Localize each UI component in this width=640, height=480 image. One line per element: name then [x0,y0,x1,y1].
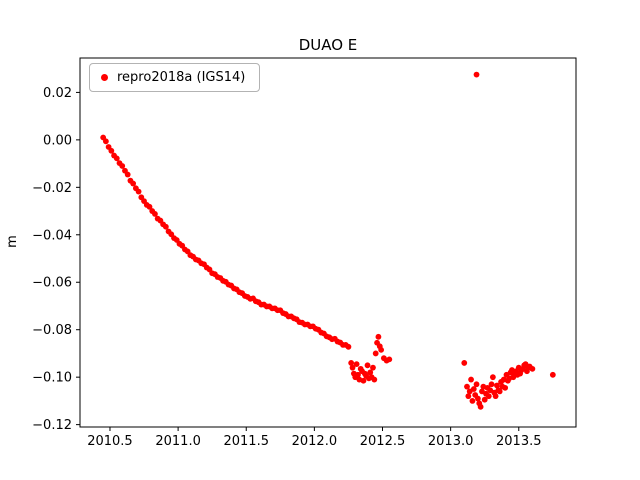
data-point [102,138,109,145]
y-axis-label: m [4,235,20,248]
data-point [364,362,371,369]
data-point [461,360,468,366]
data-point [135,188,142,195]
legend: repro2018a (IGS14) [89,63,261,92]
x-tick-label: 2012.5 [360,434,406,449]
data-point [355,371,361,378]
data-point [529,365,536,372]
y-tick-label: −0.02 [32,181,72,196]
data-point [146,203,153,210]
scatter-series [100,71,556,410]
x-tick-label: 2011.0 [155,434,201,449]
data-point [113,155,120,162]
x-tick-label: 2013.5 [496,434,542,449]
plot-area: 2010.5 2011.0 2011.5 2012.0 2012.5 2013.0 2013… [32,57,577,449]
x-tick-label: 2011.5 [223,434,269,449]
data-point [496,388,503,395]
data-point [464,383,470,390]
y-tick-label: −0.10 [32,371,72,386]
data-point [470,386,477,392]
data-point [386,356,393,363]
x-tick-label: 2010.5 [87,434,133,449]
y-tick-label: −0.08 [32,323,72,338]
data-point [485,393,492,400]
data-point [473,71,480,78]
x-tick-label: 2012.0 [292,434,338,449]
data-point [474,395,481,402]
data-point [348,360,355,366]
x-tick-label: 2013.0 [428,434,474,449]
data-point [371,376,378,383]
data-point [502,384,509,391]
y-tick-label: −0.06 [32,276,72,291]
data-point [367,369,374,376]
y-tick-label: 0.02 [43,86,72,101]
data-point [489,374,496,381]
legend-marker-dot-icon [101,74,108,81]
data-point [375,333,382,340]
data-point [488,381,495,388]
data-point [469,397,476,404]
data-point [152,211,158,217]
legend-label: repro2018a (IGS14) [117,70,246,85]
data-point [473,381,480,388]
data-point [360,377,367,384]
data-point [378,346,385,353]
data-point [492,393,499,400]
data-point [353,361,360,368]
data-point [372,350,379,357]
chart-title: DUAO E [298,36,358,54]
data-point [370,364,376,371]
data-point [119,163,126,169]
data-point [549,371,556,378]
y-tick-label: 0.00 [43,133,72,148]
axes-frame [79,57,577,428]
data-point [345,343,352,350]
data-point [130,180,137,187]
y-tick-label: −0.04 [32,228,72,243]
data-point [124,171,131,178]
y-tick-label: −0.12 [32,418,72,433]
data-point [494,382,500,389]
data-point [349,364,356,371]
data-point [162,223,169,230]
data-point [468,376,474,383]
data-point [481,396,488,403]
data-point [477,403,484,410]
data-point [108,147,115,154]
data-point [465,393,472,400]
